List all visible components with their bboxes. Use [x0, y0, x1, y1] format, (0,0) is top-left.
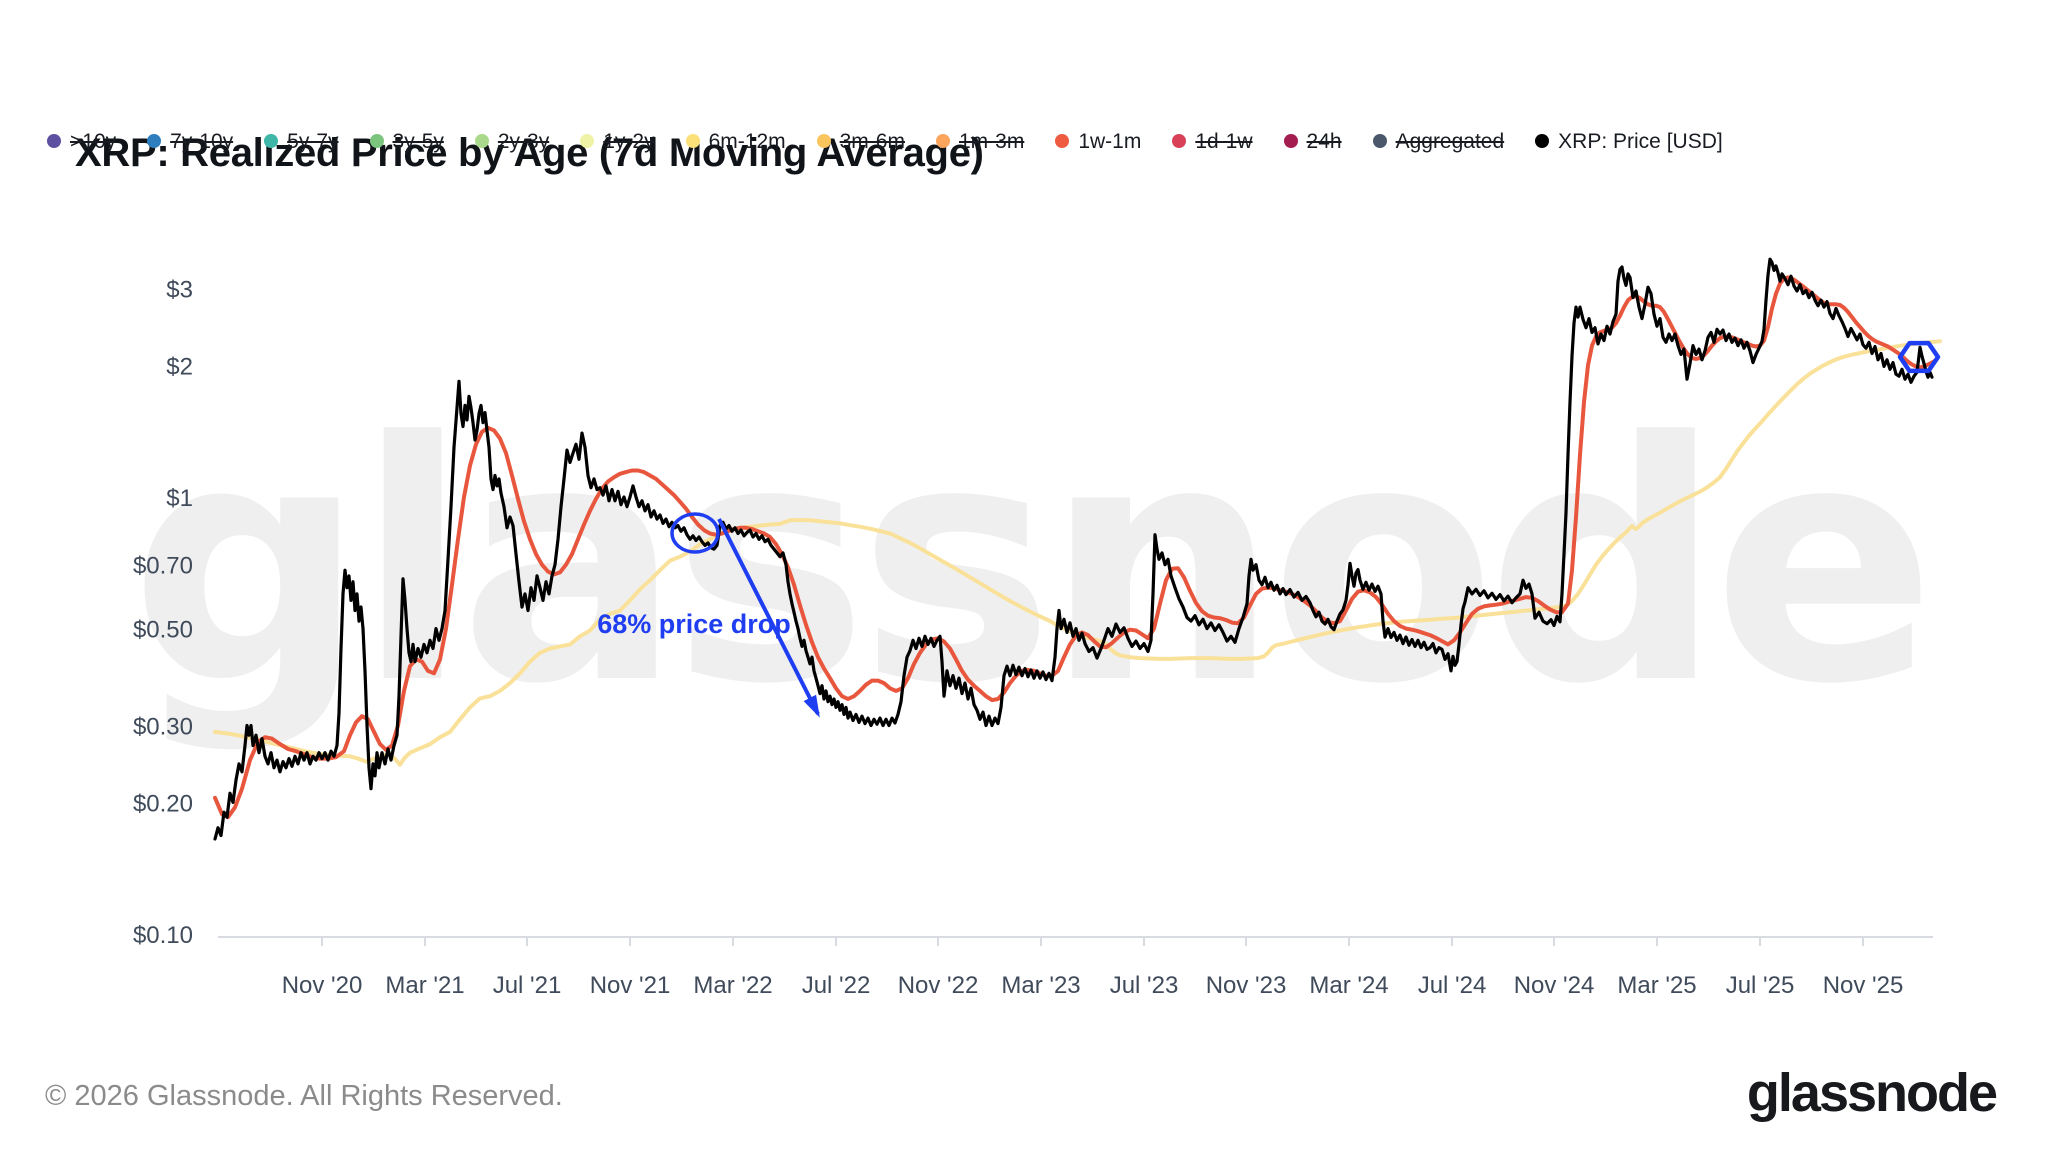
- legend-item-5y-7y[interactable]: 5y-7y: [264, 129, 339, 153]
- legend-item-label: 3y-5y: [392, 129, 444, 153]
- legend-item-6m-12m[interactable]: 6m-12m: [685, 129, 786, 153]
- x-tick-label: Jul '23: [1110, 972, 1179, 999]
- legend-color-dot-icon: [1055, 134, 1070, 148]
- legend-bar: >10y 7y-10y 5y-7y 3y-5y 2y-3y 1y-2y 6m-12m 3m-6…: [47, 126, 1723, 156]
- x-tick-label: Jul '25: [1726, 972, 1795, 999]
- legend-item-label: 1d-1w: [1195, 129, 1253, 153]
- legend-color-dot-icon: [685, 134, 700, 148]
- x-tick-label: Jul '21: [493, 972, 562, 999]
- legend-item-label: 1w-1m: [1078, 129, 1142, 153]
- x-tick-label: Nov '20: [282, 972, 363, 999]
- legend-item-7y-10y[interactable]: 7y-10y: [147, 131, 233, 152]
- legend-item-label: 3m-6m: [839, 129, 905, 153]
- legend-item-1y-2y[interactable]: 1y-2y: [580, 129, 655, 153]
- legend-item-3y-5y[interactable]: 3y-5y: [369, 129, 444, 153]
- legend-item-label: >10y: [70, 129, 117, 153]
- x-tick-label: Nov '24: [1514, 972, 1595, 999]
- y-tick-label: $0.50: [133, 617, 193, 644]
- annotation-arrowhead-icon: [803, 694, 820, 718]
- x-axis: Nov '20 Mar '21 Jul '21 Nov '21 Mar '22 Jul '…: [218, 936, 1933, 999]
- legend-color-dot-icon: [1372, 134, 1387, 148]
- latest-point-hexagon-marker: [1897, 340, 1941, 374]
- x-tick-label: Nov '23: [1206, 972, 1287, 999]
- legend-color-dot-icon: [369, 134, 384, 148]
- y-tick-label: $0.20: [133, 790, 193, 817]
- x-tick-label: Mar '22: [693, 972, 772, 999]
- legend-item-1d-1w[interactable]: 1d-1w: [1172, 129, 1253, 153]
- page-title: XRP: Realized Price by Age (7d Moving Av…: [75, 130, 984, 175]
- legend-item-label: XRP: Price [USD]: [1558, 129, 1723, 153]
- legend-color-dot-icon: [147, 134, 162, 148]
- x-tick-label: Nov '22: [898, 972, 979, 999]
- legend-item-label: 6m-12m: [708, 129, 786, 153]
- legend-item-1m-3m[interactable]: 1m-3m: [935, 129, 1025, 153]
- legend-color-dot-icon: [935, 134, 950, 148]
- legend-color-dot-icon: [580, 134, 595, 148]
- legend-item-24h[interactable]: 24h: [1283, 129, 1342, 153]
- legend-item-label: 1y-2y: [603, 129, 655, 153]
- x-tick-label: Mar '24: [1309, 972, 1388, 999]
- legend-item-label: 1m-3m: [958, 129, 1025, 153]
- legend-item-1w-1m[interactable]: 1w-1m: [1055, 131, 1141, 152]
- legend-color-dot-icon: [47, 134, 61, 148]
- x-tick-label: Nov '25: [1823, 972, 1904, 999]
- copyright-text: © 2026 Glassnode. All Rights Reserved.: [45, 1080, 563, 1112]
- x-tick-label: Mar '25: [1617, 972, 1696, 999]
- x-tick-label: Mar '21: [385, 972, 464, 999]
- annotation-ellipse: [670, 512, 720, 554]
- legend-color-dot-icon: [1283, 134, 1298, 148]
- annotation-arrow-line: [717, 518, 820, 715]
- legend-item-3m-6m[interactable]: 3m-6m: [816, 129, 905, 153]
- annotation-label: 68% price drop: [597, 609, 791, 639]
- series-line-xrp-price-usd: [213, 257, 1934, 841]
- legend-item-label: Aggregated: [1395, 129, 1505, 153]
- legend-item-aggregated[interactable]: Aggregated: [1372, 129, 1505, 153]
- legend-color-dot-icon: [1172, 134, 1187, 148]
- legend-item-label: 24h: [1306, 129, 1342, 153]
- x-tick-label: Jul '24: [1418, 972, 1487, 999]
- legend-item-label: 5y-7y: [287, 129, 339, 153]
- y-tick-label: $0.10: [133, 922, 193, 949]
- legend-color-dot-icon: [1535, 134, 1550, 148]
- legend-color-dot-icon: [264, 134, 279, 148]
- annotation-group: 68% price drop: [597, 340, 1941, 718]
- x-tick-label: Mar '23: [1001, 972, 1080, 999]
- legend-item-2y-3y[interactable]: 2y-3y: [474, 129, 550, 153]
- x-tick-label: Jul '22: [802, 972, 871, 999]
- series-line-6m-12m-realized-price-by-age-7d-ma: [213, 339, 1942, 767]
- legend-color-dot-icon: [816, 134, 831, 148]
- y-tick-label: $1: [166, 485, 193, 512]
- x-tick-label: Nov '21: [590, 972, 671, 999]
- y-axis: $3 $2 $1 $0.70 $0.50 $0.30 $0.20 $0.10: [133, 276, 193, 949]
- legend-item-label: 2y-3y: [497, 129, 550, 153]
- glassnode-watermark: glassnode: [130, 372, 1927, 756]
- glassnode-logo: glassnode: [1746, 1063, 1998, 1123]
- legend-item-10y[interactable]: >10y: [47, 131, 116, 152]
- y-tick-label: $2: [166, 353, 193, 380]
- legend-item-xrp-price-usd[interactable]: XRP: Price [USD]: [1535, 131, 1723, 152]
- legend-item-label: 7y-10y: [170, 129, 234, 153]
- y-tick-label: $3: [166, 276, 193, 303]
- y-tick-label: $0.70: [133, 553, 193, 580]
- y-tick-label: $0.30: [133, 713, 193, 740]
- legend-color-dot-icon: [474, 134, 489, 148]
